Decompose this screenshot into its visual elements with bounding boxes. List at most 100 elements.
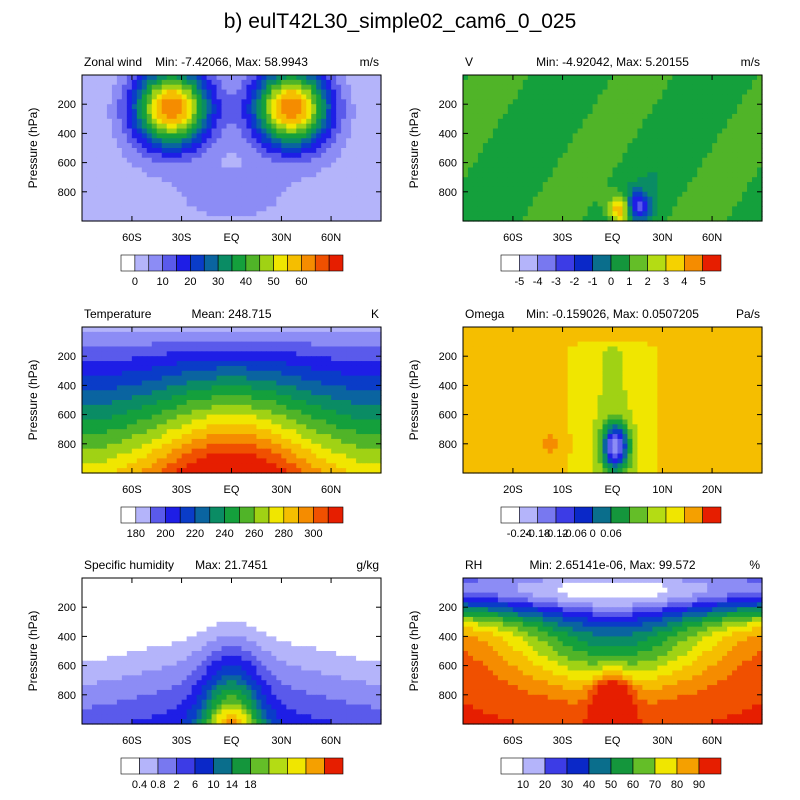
colorbar-label: -0.06 bbox=[562, 528, 587, 540]
colorbar-box bbox=[239, 506, 255, 524]
colorbar-box bbox=[555, 254, 575, 272]
colorbar-label: -3 bbox=[551, 276, 561, 288]
colorbar-box bbox=[702, 506, 722, 524]
colorbar-label: 70 bbox=[649, 779, 661, 791]
colorbar-label: 260 bbox=[245, 528, 263, 540]
colorbar-box bbox=[139, 757, 159, 775]
colorbar-label: 40 bbox=[240, 276, 252, 288]
colorbar-box bbox=[632, 757, 656, 775]
colorbar-box bbox=[665, 506, 685, 524]
contour-field bbox=[463, 327, 763, 474]
colorbar-label: 0.06 bbox=[600, 528, 621, 540]
y-tick-label: 200 bbox=[439, 99, 457, 111]
colorbar-label: -4 bbox=[533, 276, 543, 288]
colorbar-label: -1 bbox=[588, 276, 598, 288]
x-tick-label: 60S bbox=[503, 232, 523, 244]
y-tick-label: 400 bbox=[439, 380, 457, 392]
colorbar-box bbox=[654, 757, 678, 775]
colorbar-box bbox=[500, 254, 520, 272]
contour-field bbox=[82, 75, 382, 222]
x-tick-label: 30N bbox=[652, 232, 672, 244]
contour-field bbox=[82, 327, 382, 474]
colorbar-label: 2 bbox=[173, 779, 179, 791]
colorbar: -0.24-0.18-0.12-0.06 0 0.06 bbox=[500, 506, 722, 540]
x-tick-label: EQ bbox=[224, 735, 240, 747]
panel-units: % bbox=[749, 558, 760, 572]
colorbar-label: 220 bbox=[186, 528, 204, 540]
x-tick-label: EQ bbox=[605, 484, 621, 496]
colorbar-label: 5 bbox=[700, 276, 706, 288]
colorbar-label: 90 bbox=[693, 779, 705, 791]
y-tick-label: 400 bbox=[58, 380, 76, 392]
colorbar-box bbox=[268, 506, 285, 524]
colorbar-box bbox=[629, 254, 648, 272]
colorbar-box bbox=[176, 254, 191, 272]
x-tick-label: 30S bbox=[553, 735, 573, 747]
colorbar-box bbox=[135, 506, 151, 524]
x-tick-label: 30N bbox=[271, 735, 291, 747]
panel-left-label: RH bbox=[465, 558, 482, 572]
colorbar-label: 50 bbox=[268, 276, 280, 288]
colorbar-box bbox=[250, 757, 270, 775]
colorbar-box bbox=[301, 254, 316, 272]
colorbar-label: -2 bbox=[569, 276, 579, 288]
panel-left-label: Omega bbox=[465, 307, 505, 321]
x-tick-label: 10S bbox=[553, 484, 573, 496]
x-tick-label: 30N bbox=[271, 232, 291, 244]
colorbar-label: 180 bbox=[127, 528, 145, 540]
y-tick-label: 400 bbox=[58, 128, 76, 140]
colorbar-box bbox=[253, 506, 270, 524]
x-tick-label: 60S bbox=[122, 735, 142, 747]
colorbar-box bbox=[555, 506, 575, 524]
colorbar-box bbox=[500, 506, 520, 524]
x-tick-label: 10N bbox=[652, 484, 672, 496]
colorbar-box bbox=[324, 757, 344, 775]
colorbar: 180 200 220 240 260 280 300 bbox=[120, 506, 344, 540]
y-tick-label: 800 bbox=[439, 690, 457, 702]
x-tick-label: 20N bbox=[702, 484, 722, 496]
panel-center-label: Max: 21.7451 bbox=[195, 558, 268, 572]
colorbar-box bbox=[259, 254, 274, 272]
contour-field bbox=[82, 578, 382, 725]
colorbar-box bbox=[157, 757, 177, 775]
colorbar-box bbox=[287, 757, 307, 775]
colorbar-box bbox=[592, 506, 612, 524]
panel-units: m/s bbox=[741, 55, 760, 69]
colorbar-label: 20 bbox=[539, 779, 551, 791]
colorbar-label: 0 bbox=[132, 276, 138, 288]
y-axis-label: Pressure (hPa) bbox=[26, 108, 40, 189]
colorbar-box bbox=[120, 757, 140, 775]
colorbar-box bbox=[665, 254, 685, 272]
y-tick-label: 400 bbox=[439, 128, 457, 140]
panel-left-label: Zonal wind bbox=[84, 55, 142, 69]
x-tick-label: 30N bbox=[652, 735, 672, 747]
colorbar-box bbox=[592, 254, 612, 272]
colorbar-label: 240 bbox=[215, 528, 233, 540]
colorbar-label: 0 bbox=[608, 276, 614, 288]
y-axis-label: Pressure (hPa) bbox=[407, 611, 421, 692]
y-tick-label: 600 bbox=[58, 158, 76, 170]
panel-2: V Min: -4.92042, Max: 5.20155 m/s Pressure … bbox=[407, 55, 763, 288]
panel-left-label: V bbox=[465, 55, 473, 69]
colorbar-box bbox=[150, 506, 166, 524]
colorbar-box bbox=[684, 506, 703, 524]
x-tick-label: EQ bbox=[224, 232, 240, 244]
panel-left-label: Temperature bbox=[84, 307, 152, 321]
colorbar-box bbox=[519, 254, 538, 272]
panel-center-label: Mean: 248.715 bbox=[191, 307, 271, 321]
x-tick-label: 30N bbox=[271, 484, 291, 496]
x-tick-label: 30S bbox=[172, 484, 192, 496]
y-tick-label: 200 bbox=[439, 602, 457, 614]
y-tick-label: 600 bbox=[439, 661, 457, 673]
x-tick-label: 60S bbox=[122, 232, 142, 244]
y-tick-label: 200 bbox=[58, 99, 76, 111]
y-tick-label: 600 bbox=[439, 410, 457, 422]
colorbar-box bbox=[566, 757, 590, 775]
y-tick-label: 200 bbox=[58, 602, 76, 614]
colorbar-box bbox=[647, 254, 667, 272]
colorbar-box bbox=[283, 506, 299, 524]
colorbar-box bbox=[610, 757, 634, 775]
y-axis-label: Pressure (hPa) bbox=[26, 360, 40, 441]
colorbar-label: 50 bbox=[605, 779, 617, 791]
x-tick-label: 60N bbox=[702, 232, 722, 244]
